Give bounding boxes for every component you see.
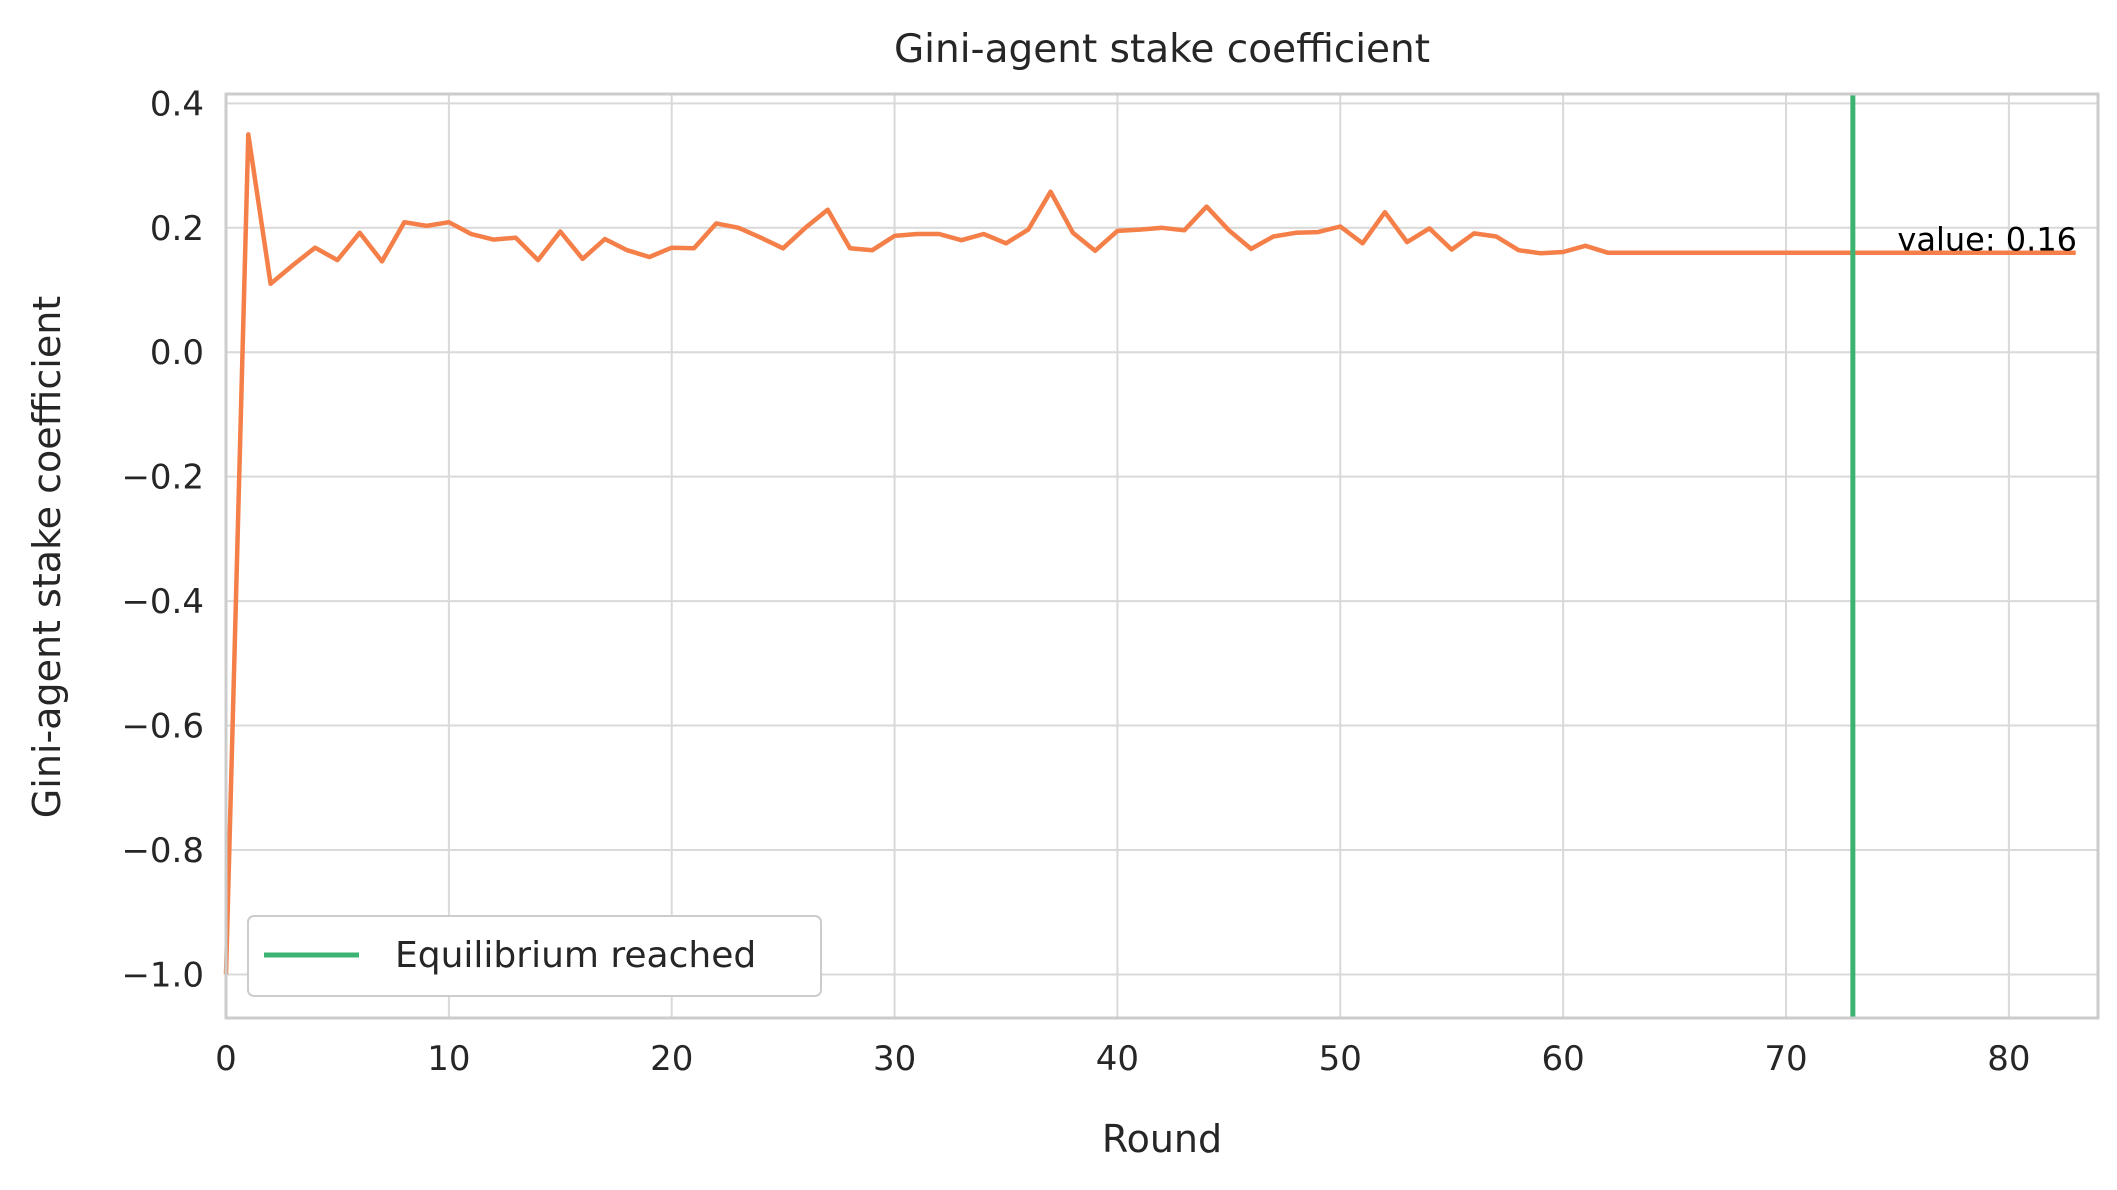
x-tick-label: 60 — [1542, 1039, 1585, 1079]
y-tick-label: 0.2 — [150, 209, 204, 249]
x-tick-label: 40 — [1096, 1039, 1139, 1079]
y-tick-label: −1.0 — [121, 955, 204, 995]
grid — [225, 94, 2098, 1018]
y-tick-label: −0.2 — [121, 458, 204, 498]
value-annotation: value: 0.16 — [1897, 221, 2077, 259]
chart-title: Gini-agent stake coefficient — [894, 27, 1430, 72]
x-axis-label: Round — [1102, 1117, 1222, 1161]
plot-frame — [224, 92, 2100, 1020]
x-tick-label: 0 — [215, 1039, 237, 1079]
y-axis: −1.0 −0.8 −0.6 −0.4 −0.2 0.0 0.2 0.4 — [121, 84, 204, 995]
x-tick-label: 50 — [1319, 1039, 1362, 1079]
y-tick-label: −0.6 — [121, 707, 204, 747]
x-tick-label: 80 — [1987, 1039, 2030, 1079]
y-tick-label: −0.8 — [121, 831, 204, 871]
x-tick-label: 10 — [427, 1039, 470, 1079]
legend-label: Equilibrium reached — [395, 935, 756, 976]
x-axis: 0 10 20 30 40 50 60 70 80 — [215, 1039, 2030, 1079]
y-tick-label: 0.4 — [150, 84, 204, 124]
y-axis-label: Gini-agent stake coefficient — [25, 296, 69, 818]
y-tick-label: 0.0 — [150, 333, 204, 373]
x-tick-label: 70 — [1764, 1039, 1807, 1079]
y-tick-label: −0.4 — [121, 582, 204, 622]
plot-area — [223, 94, 2076, 1018]
series-line — [223, 132, 2076, 975]
legend-box — [247, 915, 822, 997]
legend: Equilibrium reached — [247, 915, 822, 997]
x-tick-label: 20 — [650, 1039, 693, 1079]
x-tick-label: 30 — [873, 1039, 916, 1079]
